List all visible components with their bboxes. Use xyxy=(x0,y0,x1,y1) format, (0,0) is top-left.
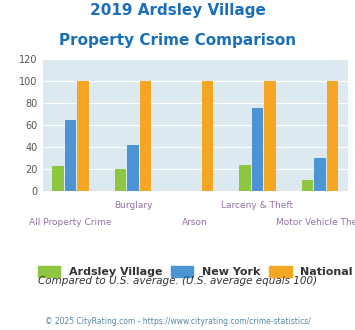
Text: Burglary: Burglary xyxy=(114,201,152,210)
Bar xyxy=(239,165,251,191)
Text: All Property Crime: All Property Crime xyxy=(29,218,112,227)
Bar xyxy=(65,120,76,191)
Bar xyxy=(314,158,326,191)
Bar xyxy=(327,82,338,191)
Bar xyxy=(202,82,213,191)
Bar xyxy=(77,82,89,191)
Text: 2019 Ardsley Village: 2019 Ardsley Village xyxy=(89,3,266,18)
Text: Larceny & Theft: Larceny & Theft xyxy=(222,201,294,210)
Text: Property Crime Comparison: Property Crime Comparison xyxy=(59,33,296,48)
Bar xyxy=(115,169,126,191)
Text: Compared to U.S. average. (U.S. average equals 100): Compared to U.S. average. (U.S. average … xyxy=(38,276,317,285)
Bar xyxy=(252,108,263,191)
Legend: Ardsley Village, New York, National: Ardsley Village, New York, National xyxy=(38,266,353,277)
Bar xyxy=(140,82,151,191)
Bar xyxy=(127,145,139,191)
Bar xyxy=(302,181,313,191)
Bar xyxy=(264,82,276,191)
Bar xyxy=(53,166,64,191)
Text: © 2025 CityRating.com - https://www.cityrating.com/crime-statistics/: © 2025 CityRating.com - https://www.city… xyxy=(45,317,310,326)
Text: Motor Vehicle Theft: Motor Vehicle Theft xyxy=(276,218,355,227)
Text: Arson: Arson xyxy=(182,218,208,227)
